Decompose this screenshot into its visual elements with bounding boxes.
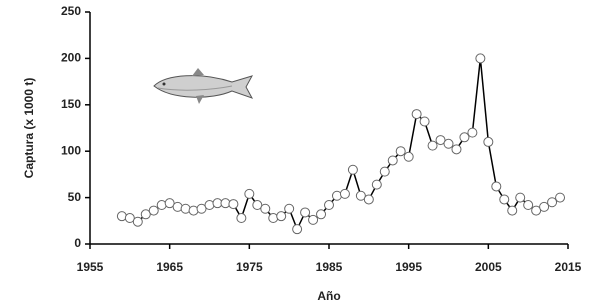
marker (540, 202, 549, 211)
x-tick-label: 1995 (395, 260, 422, 274)
y-tick-label: 150 (61, 97, 81, 111)
marker (285, 204, 294, 213)
x-tick-label: 1975 (236, 260, 263, 274)
chart: Año Captura (x 1000 t) 0 50 100 150 200 250 19… (0, 0, 602, 308)
marker (468, 128, 477, 137)
marker (548, 198, 557, 207)
x-tick-label: 2005 (475, 260, 502, 274)
marker (133, 217, 142, 226)
marker (500, 195, 509, 204)
y-tick-label: 50 (68, 190, 82, 204)
marker (388, 156, 397, 165)
y-tick-label: 0 (74, 236, 81, 250)
marker (293, 225, 302, 234)
x-tick-label: 2015 (555, 260, 582, 274)
marker (237, 214, 246, 223)
y-tick-label: 200 (61, 51, 81, 65)
marker (484, 137, 493, 146)
y-axis-title: Captura (x 1000 t) (22, 78, 36, 179)
marker (229, 200, 238, 209)
fish-icon (154, 68, 252, 104)
y-tick-label: 250 (61, 4, 81, 18)
x-tick-label: 1985 (316, 260, 343, 274)
marker (492, 182, 501, 191)
marker (556, 193, 565, 202)
marker (396, 147, 405, 156)
marker (348, 165, 357, 174)
marker (277, 212, 286, 221)
marker (317, 210, 326, 219)
marker (460, 133, 469, 142)
marker (420, 117, 429, 126)
marker (404, 152, 413, 161)
marker (452, 145, 461, 154)
marker (340, 189, 349, 198)
marker (364, 195, 373, 204)
marker (412, 110, 421, 119)
x-axis-title: Año (317, 289, 340, 303)
marker (261, 204, 270, 213)
marker (149, 206, 158, 215)
marker (245, 189, 254, 198)
y-tick-label: 100 (61, 143, 81, 157)
marker (508, 206, 517, 215)
marker (516, 193, 525, 202)
marker (380, 167, 389, 176)
x-tick-label: 1955 (77, 260, 104, 274)
marker (301, 208, 310, 217)
marker (428, 141, 437, 150)
marker (372, 180, 381, 189)
x-tick-label: 1965 (156, 260, 183, 274)
marker (325, 201, 334, 210)
marker (309, 215, 318, 224)
marker (444, 139, 453, 148)
marker (524, 201, 533, 210)
marker (476, 54, 485, 63)
